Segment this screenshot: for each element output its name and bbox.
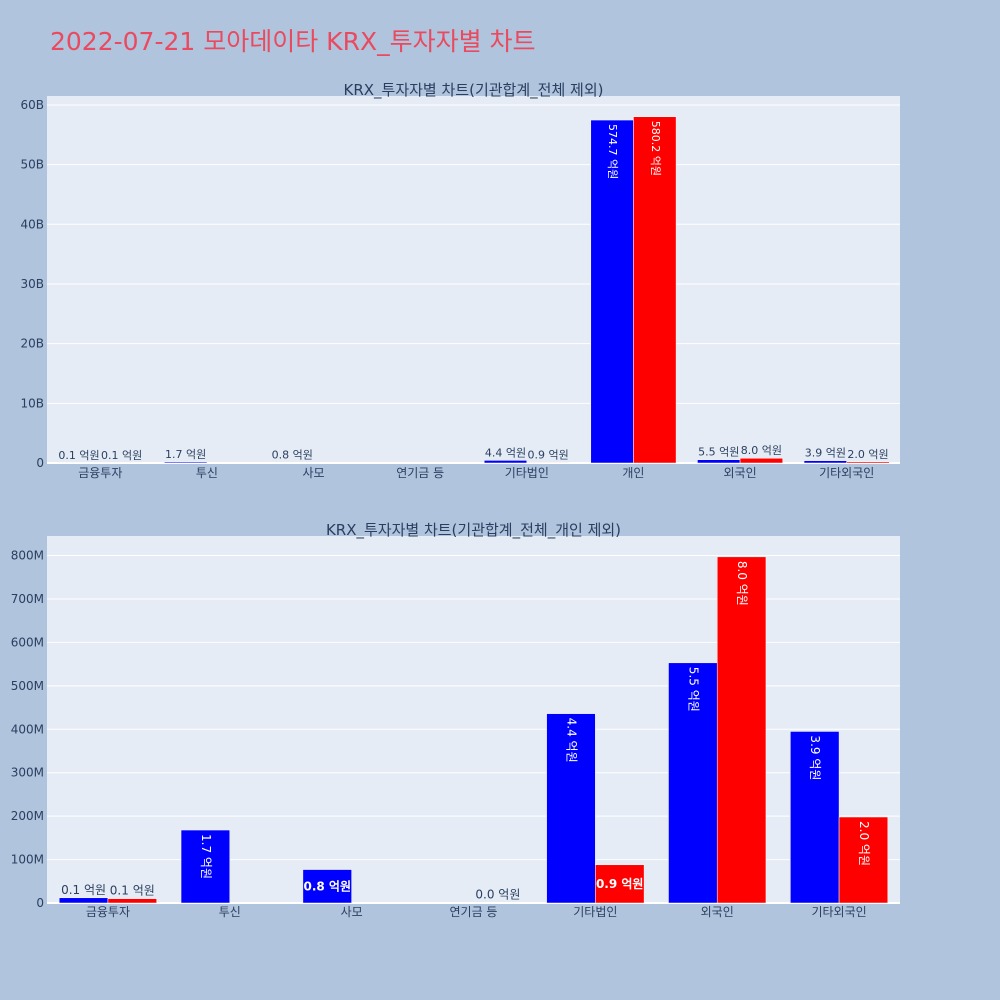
bar-value-label: 8.0 억원 bbox=[735, 561, 749, 606]
x-tick-label: 외국인 bbox=[701, 905, 734, 919]
x-tick-label: 기타법인 bbox=[573, 905, 617, 919]
bar-value-label: 0.8 억원 bbox=[304, 879, 352, 893]
bar-value-label: 1.7 억원 bbox=[199, 834, 213, 879]
x-tick-label: 외국인 bbox=[724, 466, 757, 480]
bar bbox=[590, 119, 634, 464]
bar bbox=[546, 713, 596, 904]
bar bbox=[697, 459, 741, 464]
x-tick-label: 개인 bbox=[622, 466, 644, 480]
x-tick-label: 금융투자 bbox=[86, 905, 130, 919]
bar-value-label: 5.5 억원 bbox=[698, 446, 739, 459]
bar bbox=[180, 829, 231, 904]
y-tick-label: 600M bbox=[11, 635, 44, 649]
bar-value-label: 580.2 억원 bbox=[649, 121, 662, 176]
bar bbox=[790, 731, 840, 904]
bar bbox=[107, 898, 157, 904]
y-tick-label: 0 bbox=[36, 456, 44, 470]
bar bbox=[668, 662, 718, 904]
y-tick-label: 500M bbox=[11, 679, 44, 693]
bar bbox=[716, 556, 767, 904]
bar-value-label: 0.1 억원 bbox=[110, 884, 155, 898]
bar-value-label: 574.7 억원 bbox=[606, 124, 619, 179]
bar-value-label: 2.0 억원 bbox=[847, 448, 888, 461]
x-tick-label: 투신 bbox=[219, 905, 241, 919]
y-tick-label: 20B bbox=[20, 337, 44, 351]
bar-value-label: 0.1 억원 bbox=[61, 883, 106, 897]
bar-value-label: 0.9 억원 bbox=[596, 877, 644, 891]
bar-value-label: 2.0 억원 bbox=[857, 821, 871, 866]
y-tick-label: 60B bbox=[20, 98, 44, 112]
y-tick-label: 0 bbox=[36, 896, 44, 910]
y-tick-label: 50B bbox=[20, 158, 44, 172]
bar bbox=[803, 460, 847, 464]
x-tick-label: 사모 bbox=[303, 466, 325, 480]
bar-value-label: 3.9 억원 bbox=[808, 735, 822, 780]
bar-value-label: 4.4 억원 bbox=[564, 718, 578, 763]
bar bbox=[595, 864, 645, 904]
x-tick-label: 기타법인 bbox=[505, 466, 549, 480]
x-tick-label: 투신 bbox=[196, 466, 218, 480]
x-tick-label: 기타외국인 bbox=[819, 466, 874, 480]
bar-value-label: 4.4 억원 bbox=[485, 446, 526, 459]
chart-title: KRX_투자자별 차트(기관합계_전체_개인 제외) bbox=[326, 521, 621, 540]
bar bbox=[526, 462, 570, 464]
x-tick-label: 연기금 등 bbox=[396, 466, 444, 480]
bar bbox=[633, 116, 677, 464]
chart-title: KRX_투자자별 차트(기관합계_전체 제외) bbox=[344, 81, 604, 100]
bar-value-label: 0.8 억원 bbox=[272, 449, 313, 462]
bar-value-label: 8.0 억원 bbox=[741, 444, 782, 457]
x-tick-label: 기타외국인 bbox=[811, 905, 866, 919]
bar-value-label: 0.0 억원 bbox=[475, 888, 520, 902]
y-tick-label: 300M bbox=[11, 766, 44, 780]
bar bbox=[838, 816, 889, 904]
y-tick-label: 100M bbox=[11, 853, 44, 867]
bar bbox=[58, 897, 109, 904]
x-tick-label: 금융투자 bbox=[78, 466, 122, 480]
bar-value-label: 5.5 억원 bbox=[686, 667, 700, 712]
bar bbox=[483, 460, 528, 464]
y-tick-label: 10B bbox=[20, 396, 44, 410]
bar bbox=[846, 461, 890, 464]
bar bbox=[302, 869, 352, 904]
bar-value-label: 0.1 억원 bbox=[58, 449, 99, 462]
y-tick-label: 700M bbox=[11, 592, 44, 606]
bar-value-label: 1.7 억원 bbox=[165, 448, 206, 461]
y-tick-label: 800M bbox=[11, 549, 44, 563]
y-tick-label: 200M bbox=[11, 809, 44, 823]
y-tick-label: 30B bbox=[20, 277, 44, 291]
bar bbox=[739, 457, 783, 464]
bar bbox=[164, 461, 208, 464]
bar-value-label: 0.9 억원 bbox=[528, 448, 569, 461]
bar-value-label: 3.9 억원 bbox=[805, 447, 846, 460]
x-tick-label: 연기금 등 bbox=[450, 905, 498, 919]
y-tick-label: 400M bbox=[11, 722, 44, 736]
page-title: 2022-07-21 모아데이타 KRX_투자자별 차트 bbox=[50, 27, 536, 56]
y-tick-label: 40B bbox=[20, 217, 44, 231]
x-tick-label: 사모 bbox=[341, 905, 363, 919]
plot-area bbox=[47, 96, 900, 463]
bar-value-label: 0.1 억원 bbox=[101, 449, 142, 462]
plot-area bbox=[47, 536, 900, 903]
